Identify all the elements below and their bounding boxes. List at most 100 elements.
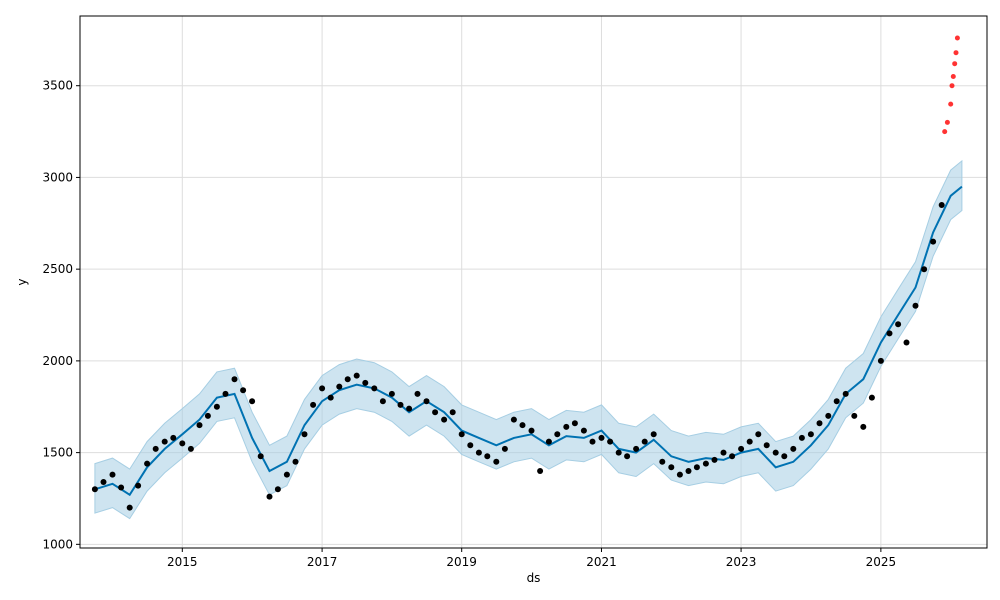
observed-point [449, 409, 456, 416]
observed-point [580, 427, 587, 434]
observed-point [685, 468, 692, 474]
observed-point [746, 438, 753, 445]
observed-point [388, 390, 395, 397]
observed-point [432, 409, 439, 416]
observed-point [310, 401, 317, 408]
x-axis-label: ds [527, 571, 541, 585]
observed-point [650, 431, 657, 438]
y-tick-label: 1500 [42, 446, 73, 460]
recent-point [949, 83, 955, 89]
y-axis-ticks: 1000 1500 2000 2500 3000 3500 [42, 79, 80, 551]
observed-point [537, 468, 544, 474]
observed-point [781, 453, 788, 460]
observed-point [510, 416, 517, 423]
observed-point [441, 416, 448, 423]
observed-point [877, 357, 884, 364]
observed-point [912, 302, 919, 309]
observed-point [406, 405, 413, 412]
observed-point [362, 379, 369, 386]
observed-point [790, 445, 797, 452]
observed-point [196, 422, 203, 429]
uncertainty-band [94, 159, 963, 520]
recent-point [952, 61, 958, 67]
recent-point [944, 119, 950, 125]
observed-point [187, 445, 194, 452]
forecast-line-layer [94, 185, 963, 497]
observed-point [711, 456, 718, 463]
observed-point [283, 471, 290, 478]
observed-point [484, 453, 491, 460]
observed-point [109, 471, 116, 478]
x-tick-label: 2017 [307, 555, 338, 569]
observed-point [319, 385, 326, 392]
observed-point [860, 423, 867, 430]
observed-point [353, 372, 360, 379]
observed-point [825, 412, 832, 419]
x-tick-label: 2015 [167, 555, 198, 569]
forecast-line [94, 185, 963, 497]
observed-point [895, 321, 902, 328]
x-axis-ticks: 2015 2017 2019 2021 2023 2025 [167, 548, 896, 569]
observed-point [563, 423, 570, 430]
x-tick-label: 2023 [726, 555, 757, 569]
x-tick-label: 2025 [866, 555, 897, 569]
observed-point [249, 398, 256, 405]
recent-point [954, 35, 960, 41]
grid [80, 16, 987, 548]
observed-point [204, 412, 211, 419]
observed-point [729, 453, 736, 460]
observed-point [545, 438, 552, 445]
observed-points-layer [91, 202, 945, 511]
observed-point [91, 486, 98, 493]
observed-point [738, 445, 745, 452]
x-tick-label: 2021 [586, 555, 617, 569]
observed-point [501, 445, 508, 452]
observed-point [144, 460, 151, 467]
observed-point [257, 453, 264, 460]
recent-point [948, 101, 954, 107]
observed-point [772, 449, 779, 456]
observed-point [161, 438, 168, 445]
observed-point [851, 412, 858, 419]
observed-point [292, 458, 299, 465]
observed-point [702, 460, 709, 467]
y-axis-label: y [15, 278, 29, 285]
observed-point [100, 479, 107, 485]
observed-point [231, 376, 238, 383]
observed-point [475, 449, 482, 456]
observed-point [903, 339, 910, 346]
observed-point [423, 398, 430, 405]
observed-point [467, 442, 474, 449]
observed-point [668, 464, 675, 471]
observed-point [798, 434, 805, 441]
y-tick-label: 3000 [42, 170, 73, 184]
observed-point [414, 390, 421, 397]
observed-point [519, 422, 526, 429]
observed-point [493, 458, 500, 465]
observed-point [598, 434, 605, 441]
y-tick-label: 2000 [42, 354, 73, 368]
recent-point [950, 74, 956, 79]
observed-point [842, 390, 849, 397]
observed-point [213, 403, 220, 410]
observed-point [693, 464, 700, 471]
observed-point [607, 438, 614, 445]
observed-point [371, 385, 378, 392]
observed-point [886, 330, 893, 337]
observed-point [179, 440, 186, 447]
observed-point [676, 471, 683, 478]
observed-point [126, 504, 133, 511]
observed-point [641, 438, 648, 445]
observed-point [135, 482, 142, 489]
observed-point [379, 398, 386, 405]
uncertainty-band-layer [94, 159, 963, 520]
observed-point [301, 431, 308, 438]
observed-point [589, 438, 596, 445]
observed-point [170, 434, 177, 441]
observed-point [344, 376, 351, 383]
observed-point [222, 390, 229, 397]
x-tick-label: 2019 [446, 555, 477, 569]
recent-point [942, 129, 948, 135]
observed-point [554, 431, 561, 438]
